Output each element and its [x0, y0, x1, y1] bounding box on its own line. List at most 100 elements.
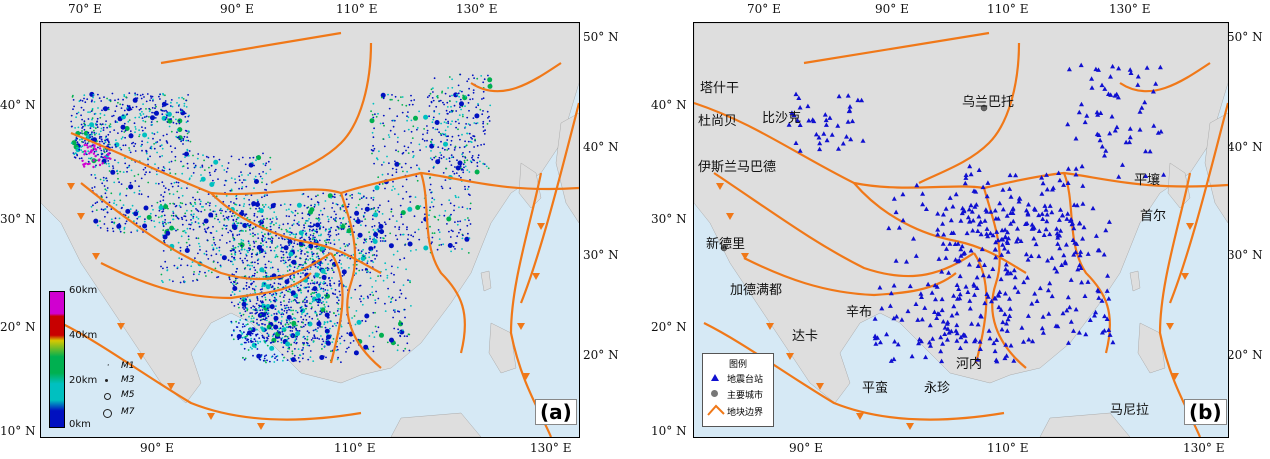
quake-dot [126, 170, 128, 173]
quake-dot [288, 325, 291, 328]
quake-dot [366, 260, 369, 262]
quake-dot [298, 263, 301, 266]
quake-dot [162, 250, 165, 252]
quake-dot [214, 243, 217, 246]
station-marker [1076, 221, 1082, 226]
quake-dot [342, 228, 345, 230]
station-marker [918, 291, 924, 296]
quake-dot [235, 197, 238, 200]
quake-dot [211, 244, 214, 247]
quake-dot [265, 309, 268, 312]
quake-dot [114, 99, 116, 102]
station-marker [1153, 81, 1159, 86]
quake-dot [307, 245, 310, 248]
quake-dot [457, 134, 460, 137]
quake-dot [159, 200, 162, 203]
quake-dot [293, 219, 296, 222]
quake-dot [237, 338, 240, 341]
quake-dot [287, 222, 289, 225]
station-marker [1123, 139, 1129, 145]
quake-dot [330, 287, 333, 290]
quake-dot [246, 338, 249, 341]
quake-dot [404, 347, 407, 350]
station-marker [982, 218, 988, 223]
quake-dot [464, 188, 467, 191]
quake-dot [217, 276, 220, 278]
station-marker [1135, 74, 1141, 79]
quake-dot [425, 146, 428, 148]
quake-dot [296, 222, 299, 225]
quake-dot [85, 152, 87, 155]
quake-dot [172, 214, 175, 217]
quake-dot [214, 210, 216, 213]
quake-dot [382, 138, 385, 140]
station-marker [975, 228, 981, 233]
quake-dot [441, 90, 444, 93]
quake-dot [94, 127, 97, 130]
quake-dot [258, 173, 261, 175]
quake-dot [199, 203, 202, 205]
city-ulaanbaatar: 乌兰巴托 [962, 95, 1015, 110]
quake-dot [242, 205, 245, 208]
quake-dot [215, 230, 218, 233]
quake-dot [174, 159, 177, 162]
station-marker [953, 191, 959, 197]
quake-dot [157, 182, 160, 185]
quake-dot [429, 157, 432, 160]
station-marker [932, 309, 937, 314]
quake-dot [232, 236, 235, 239]
quake-dot [286, 270, 289, 272]
quake-dot [324, 326, 327, 329]
quake-dot [453, 172, 456, 175]
quake-dot [392, 253, 395, 256]
quake-dot [353, 231, 355, 234]
quake-dot [295, 309, 297, 312]
quake-dot [234, 178, 236, 181]
quake-dot [256, 353, 262, 359]
quake-dot [197, 252, 199, 255]
quake-dot [274, 357, 276, 360]
quake-dot [118, 181, 120, 184]
quake-dot [176, 131, 178, 134]
quake-dot [100, 153, 103, 156]
station-marker [1056, 170, 1062, 175]
station-marker [1081, 224, 1087, 230]
quake-dot [307, 195, 310, 198]
quake-dot [466, 169, 469, 172]
quake-dot [113, 181, 116, 184]
quake-dot [115, 204, 118, 206]
quake-dot [243, 248, 246, 251]
quake-dot [100, 138, 103, 141]
quake-dot [161, 155, 164, 157]
station-marker [935, 211, 941, 216]
quake-dot [159, 93, 161, 96]
quake-dot [227, 218, 230, 221]
station-marker [816, 135, 822, 140]
quake-dot [352, 340, 355, 342]
quake-dot [383, 124, 385, 127]
quake-dot [277, 286, 279, 289]
quake-dot [260, 220, 263, 222]
quake-dot [393, 188, 396, 190]
quake-dot [288, 215, 290, 218]
station-marker [948, 217, 954, 223]
quake-dot [81, 118, 83, 121]
quake-dot-deep [88, 152, 91, 155]
quake-dot [423, 114, 429, 120]
station-marker [1021, 339, 1026, 344]
station-marker [942, 325, 948, 330]
quake-dot [293, 274, 295, 277]
quake-dot [144, 166, 147, 169]
quake-dot [153, 225, 156, 228]
quake-dot [186, 120, 189, 122]
quake-dot [174, 147, 177, 150]
quake-dot [256, 318, 258, 321]
quake-dot [84, 101, 87, 104]
quake-dot [166, 111, 168, 113]
quake-dot [146, 214, 152, 220]
subduction-teeth-b [716, 183, 1194, 430]
quake-dot [250, 275, 253, 278]
quake-dot [75, 152, 77, 155]
quake-dot [341, 253, 343, 256]
quake-dot [304, 253, 306, 255]
